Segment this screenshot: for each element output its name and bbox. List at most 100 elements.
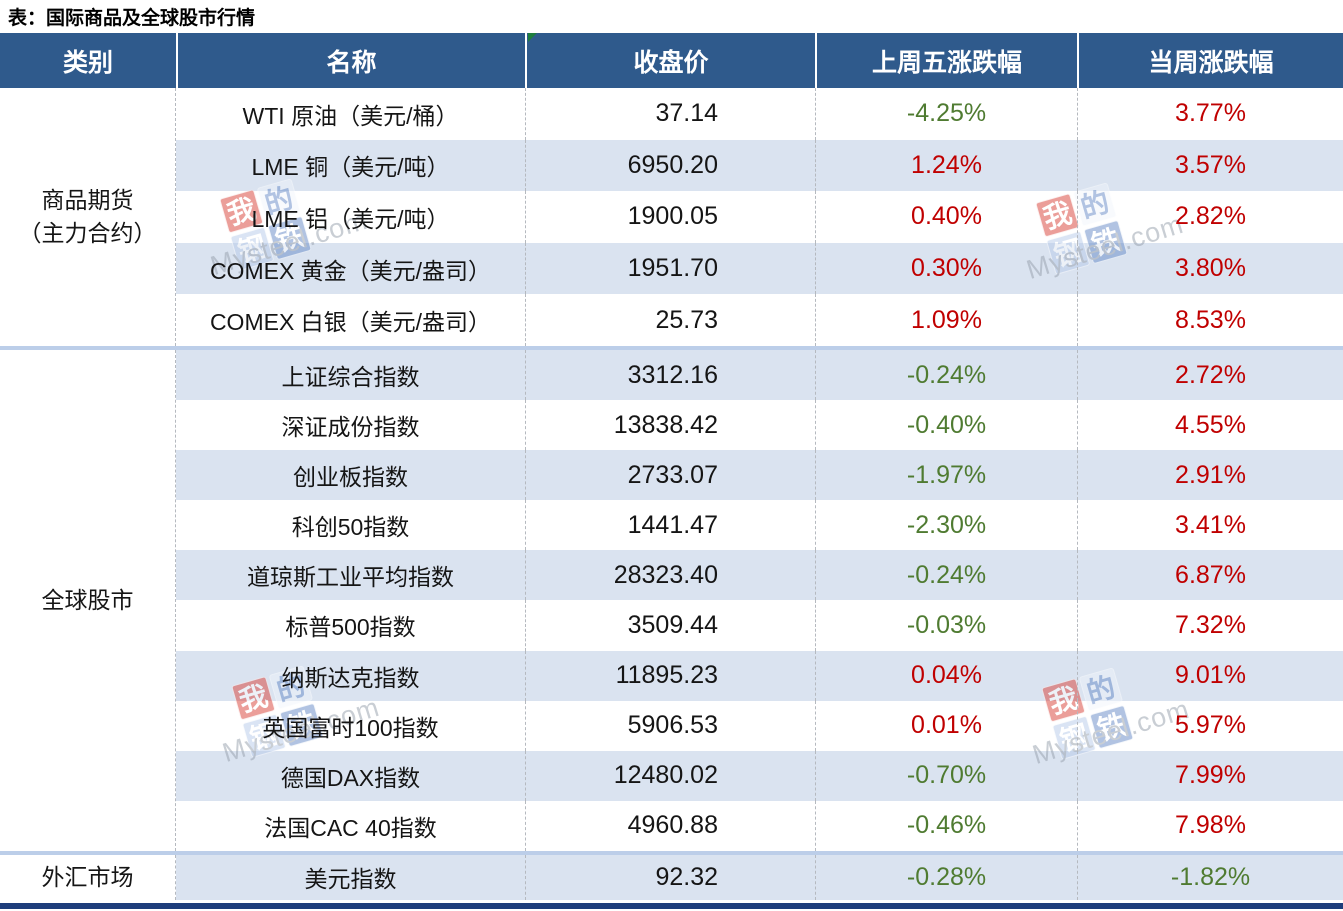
table-row: LME 铝（美元/吨） 1900.05 0.40% 2.82% — [176, 191, 1343, 243]
name-cell: 纳斯达克指数 — [281, 664, 420, 691]
week-change-cell: 7.99% — [1077, 750, 1343, 801]
category-cell: 外汇市场 — [0, 854, 176, 900]
name-cell: WTI 原油（美元/桶） — [242, 102, 459, 129]
close-price-cell: 1900.05 — [525, 191, 815, 243]
name-cell: 深证成份指数 — [281, 414, 420, 441]
table-group: 全球股市 上证综合指数 3312.16 -0.24% 2.72% 深证成份指数 13838.… — [0, 349, 1343, 851]
last-friday-change-cell: -0.70% — [815, 750, 1077, 801]
table-row: 深证成份指数 13838.42 -0.40% 4.55% — [176, 400, 1343, 451]
table-header-row: 类别 名称 收盘价 上周五涨跌幅 当周涨跌幅 — [0, 33, 1343, 88]
category-label: 全球股市 — [41, 586, 134, 613]
last-friday-change-cell: -2.30% — [815, 500, 1077, 551]
header-cell-close: 收盘价 — [525, 33, 815, 88]
close-price-cell: 37.14 — [525, 88, 815, 140]
name-cell: 法国CAC 40指数 — [264, 814, 437, 841]
table-row: COMEX 白银（美元/盎司） 25.73 1.09% 8.53% — [176, 294, 1343, 346]
group-rows: WTI 原油（美元/桶） 37.14 -4.25% 3.77% LME 铜（美元/吨） 6… — [176, 88, 1343, 346]
table-row: 法国CAC 40指数 4960.88 -0.46% 7.98% — [176, 800, 1343, 851]
category-cell: 商品期货 （主力合约） — [0, 88, 176, 346]
last-friday-change-cell: 0.04% — [815, 650, 1077, 701]
week-change-cell: 5.97% — [1077, 700, 1343, 751]
last-friday-change-cell: -0.46% — [815, 800, 1077, 851]
close-price-cell: 1951.70 — [525, 242, 815, 295]
bottom-bar — [0, 903, 1343, 909]
week-change-cell: 2.91% — [1077, 450, 1343, 501]
close-price-cell: 3312.16 — [525, 349, 815, 401]
header-cell-last-friday: 上周五涨跌幅 — [815, 33, 1077, 88]
table-row: LME 铜（美元/吨） 6950.20 1.24% 3.57% — [176, 139, 1343, 192]
green-corner-flag-icon — [528, 33, 537, 42]
last-friday-change-cell: -0.28% — [815, 854, 1077, 900]
week-change-cell: 3.57% — [1077, 139, 1343, 192]
group-separator — [0, 345, 1343, 350]
close-price-cell: 92.32 — [525, 854, 815, 900]
page-title: 表：国际商品及全球股市行情 — [8, 8, 256, 29]
header-cell-category: 类别 — [62, 48, 113, 77]
week-change-cell: 8.53% — [1077, 294, 1343, 346]
last-friday-change-cell: -1.97% — [815, 450, 1077, 501]
last-friday-change-cell: 0.01% — [815, 700, 1077, 751]
name-cell: 德国DAX指数 — [280, 764, 421, 791]
week-change-cell: 6.87% — [1077, 550, 1343, 601]
week-change-cell: 9.01% — [1077, 650, 1343, 701]
table-row: 德国DAX指数 12480.02 -0.70% 7.99% — [176, 750, 1343, 801]
close-price-cell: 5906.53 — [525, 700, 815, 751]
week-change-cell: 2.72% — [1077, 349, 1343, 401]
name-cell: COMEX 黄金（美元/盎司） — [209, 257, 492, 284]
table-row: 纳斯达克指数 11895.23 0.04% 9.01% — [176, 650, 1343, 701]
name-cell: LME 铝（美元/吨） — [251, 205, 450, 232]
name-cell: 创业板指数 — [293, 464, 408, 491]
group-rows: 美元指数 92.32 -0.28% -1.82% — [176, 854, 1343, 900]
group-rows: 上证综合指数 3312.16 -0.24% 2.72% 深证成份指数 13838.42 -0… — [176, 349, 1343, 851]
name-cell: 标普500指数 — [285, 614, 416, 641]
week-change-cell: 7.98% — [1077, 800, 1343, 851]
week-change-cell: 4.55% — [1077, 400, 1343, 451]
header-cell-name: 名称 — [176, 33, 525, 88]
week-change-cell: -1.82% — [1077, 854, 1343, 900]
last-friday-change-cell: -0.24% — [815, 550, 1077, 601]
table-group: 外汇市场 美元指数 92.32 -0.28% -1.82% — [0, 854, 1343, 900]
name-cell: LME 铜（美元/吨） — [251, 154, 450, 181]
close-price-cell: 4960.88 — [525, 800, 815, 851]
table-row: 创业板指数 2733.07 -1.97% 2.91% — [176, 450, 1343, 501]
last-friday-change-cell: -0.40% — [815, 400, 1077, 451]
table-group: 商品期货 （主力合约） WTI 原油（美元/桶） 37.14 -4.25% 3.77% LM… — [0, 88, 1343, 346]
close-price-cell: 1441.47 — [525, 500, 815, 551]
week-change-cell: 2.82% — [1077, 191, 1343, 243]
close-price-cell: 11895.23 — [525, 650, 815, 701]
close-price-cell: 3509.44 — [525, 600, 815, 651]
last-friday-change-cell: -4.25% — [815, 88, 1077, 140]
group-separator — [0, 850, 1343, 855]
name-cell: 美元指数 — [304, 866, 397, 893]
table-body: 商品期货 （主力合约） WTI 原油（美元/桶） 37.14 -4.25% 3.77% LM… — [0, 88, 1343, 900]
table-row: 上证综合指数 3312.16 -0.24% 2.72% — [176, 349, 1343, 401]
name-cell: 科创50指数 — [291, 514, 410, 541]
table-row: 英国富时100指数 5906.53 0.01% 5.97% — [176, 700, 1343, 751]
table-row: COMEX 黄金（美元/盎司） 1951.70 0.30% 3.80% — [176, 242, 1343, 295]
name-cell: 上证综合指数 — [281, 364, 420, 391]
close-price-cell: 13838.42 — [525, 400, 815, 451]
category-label: 商品期货 — [41, 186, 134, 213]
week-change-cell: 7.32% — [1077, 600, 1343, 651]
last-friday-change-cell: -0.03% — [815, 600, 1077, 651]
name-cell: 英国富时100指数 — [262, 714, 439, 741]
category-label: 外汇市场 — [41, 863, 134, 890]
table-row: 科创50指数 1441.47 -2.30% 3.41% — [176, 500, 1343, 551]
category-cell: 全球股市 — [0, 349, 176, 851]
last-friday-change-cell: 0.30% — [815, 242, 1077, 295]
name-cell: 道琼斯工业平均指数 — [247, 564, 454, 591]
table-row: 标普500指数 3509.44 -0.03% 7.32% — [176, 600, 1343, 651]
last-friday-change-cell: 0.40% — [815, 191, 1077, 243]
last-friday-change-cell: 1.24% — [815, 139, 1077, 192]
close-price-cell: 25.73 — [525, 294, 815, 346]
close-price-cell: 6950.20 — [525, 139, 815, 192]
name-cell: COMEX 白银（美元/盎司） — [209, 309, 492, 336]
header-cell-week: 当周涨跌幅 — [1077, 33, 1343, 88]
category-label: （主力合约） — [18, 219, 157, 246]
close-price-cell: 12480.02 — [525, 750, 815, 801]
table-row: WTI 原油（美元/桶） 37.14 -4.25% 3.77% — [176, 88, 1343, 140]
week-change-cell: 3.41% — [1077, 500, 1343, 551]
week-change-cell: 3.80% — [1077, 242, 1343, 295]
last-friday-change-cell: -0.24% — [815, 349, 1077, 401]
